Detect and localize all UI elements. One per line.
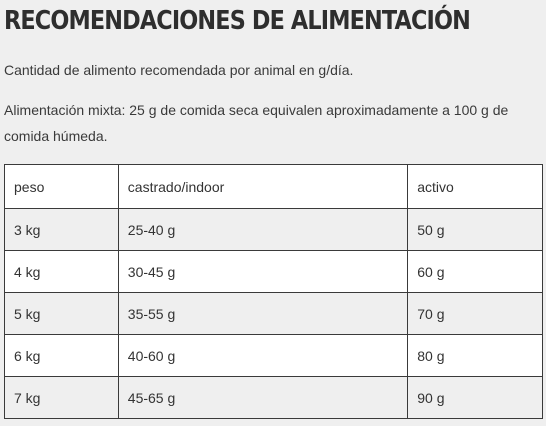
cell-weight: 4 kg	[4, 250, 119, 293]
cell-neutered-indoor: 25-40 g	[117, 208, 409, 251]
cell-neutered-indoor: 45-65 g	[117, 376, 409, 419]
cell-active: 50 g	[407, 208, 543, 251]
mixed-feeding-paragraph: Alimentación mixta: 25 g de comida seca …	[4, 102, 509, 144]
cell-weight: 5 kg	[4, 292, 119, 335]
cell-neutered-indoor: 40-60 g	[117, 334, 409, 377]
table-header-row: peso castrado/indoor activo	[4, 164, 543, 209]
cell-weight: 6 kg	[4, 334, 119, 377]
feeding-table: peso castrado/indoor activo 3 kg 25-40 g…	[4, 164, 543, 419]
cell-active: 70 g	[407, 292, 543, 335]
header-neutered-indoor: castrado/indoor	[117, 164, 409, 209]
amount-paragraph: Cantidad de alimento recomendada por ani…	[4, 62, 354, 78]
cell-neutered-indoor: 30-45 g	[117, 250, 409, 293]
cell-active: 60 g	[407, 250, 543, 293]
table-row: 5 kg 35-55 g 70 g	[4, 292, 543, 335]
page-title: RECOMENDACIONES DE ALIMENTACIÓN	[4, 6, 471, 36]
cell-active: 80 g	[407, 334, 543, 377]
cell-active: 90 g	[407, 376, 543, 419]
table-row: 3 kg 25-40 g 50 g	[4, 208, 543, 251]
table-row: 4 kg 30-45 g 60 g	[4, 250, 543, 293]
cell-weight: 3 kg	[4, 208, 119, 251]
table-row: 7 kg 45-65 g 90 g	[4, 376, 543, 419]
header-active: activo	[407, 164, 543, 209]
cell-weight: 7 kg	[4, 376, 119, 419]
cell-neutered-indoor: 35-55 g	[117, 292, 409, 335]
header-weight: peso	[4, 164, 119, 209]
table-row: 6 kg 40-60 g 80 g	[4, 334, 543, 377]
